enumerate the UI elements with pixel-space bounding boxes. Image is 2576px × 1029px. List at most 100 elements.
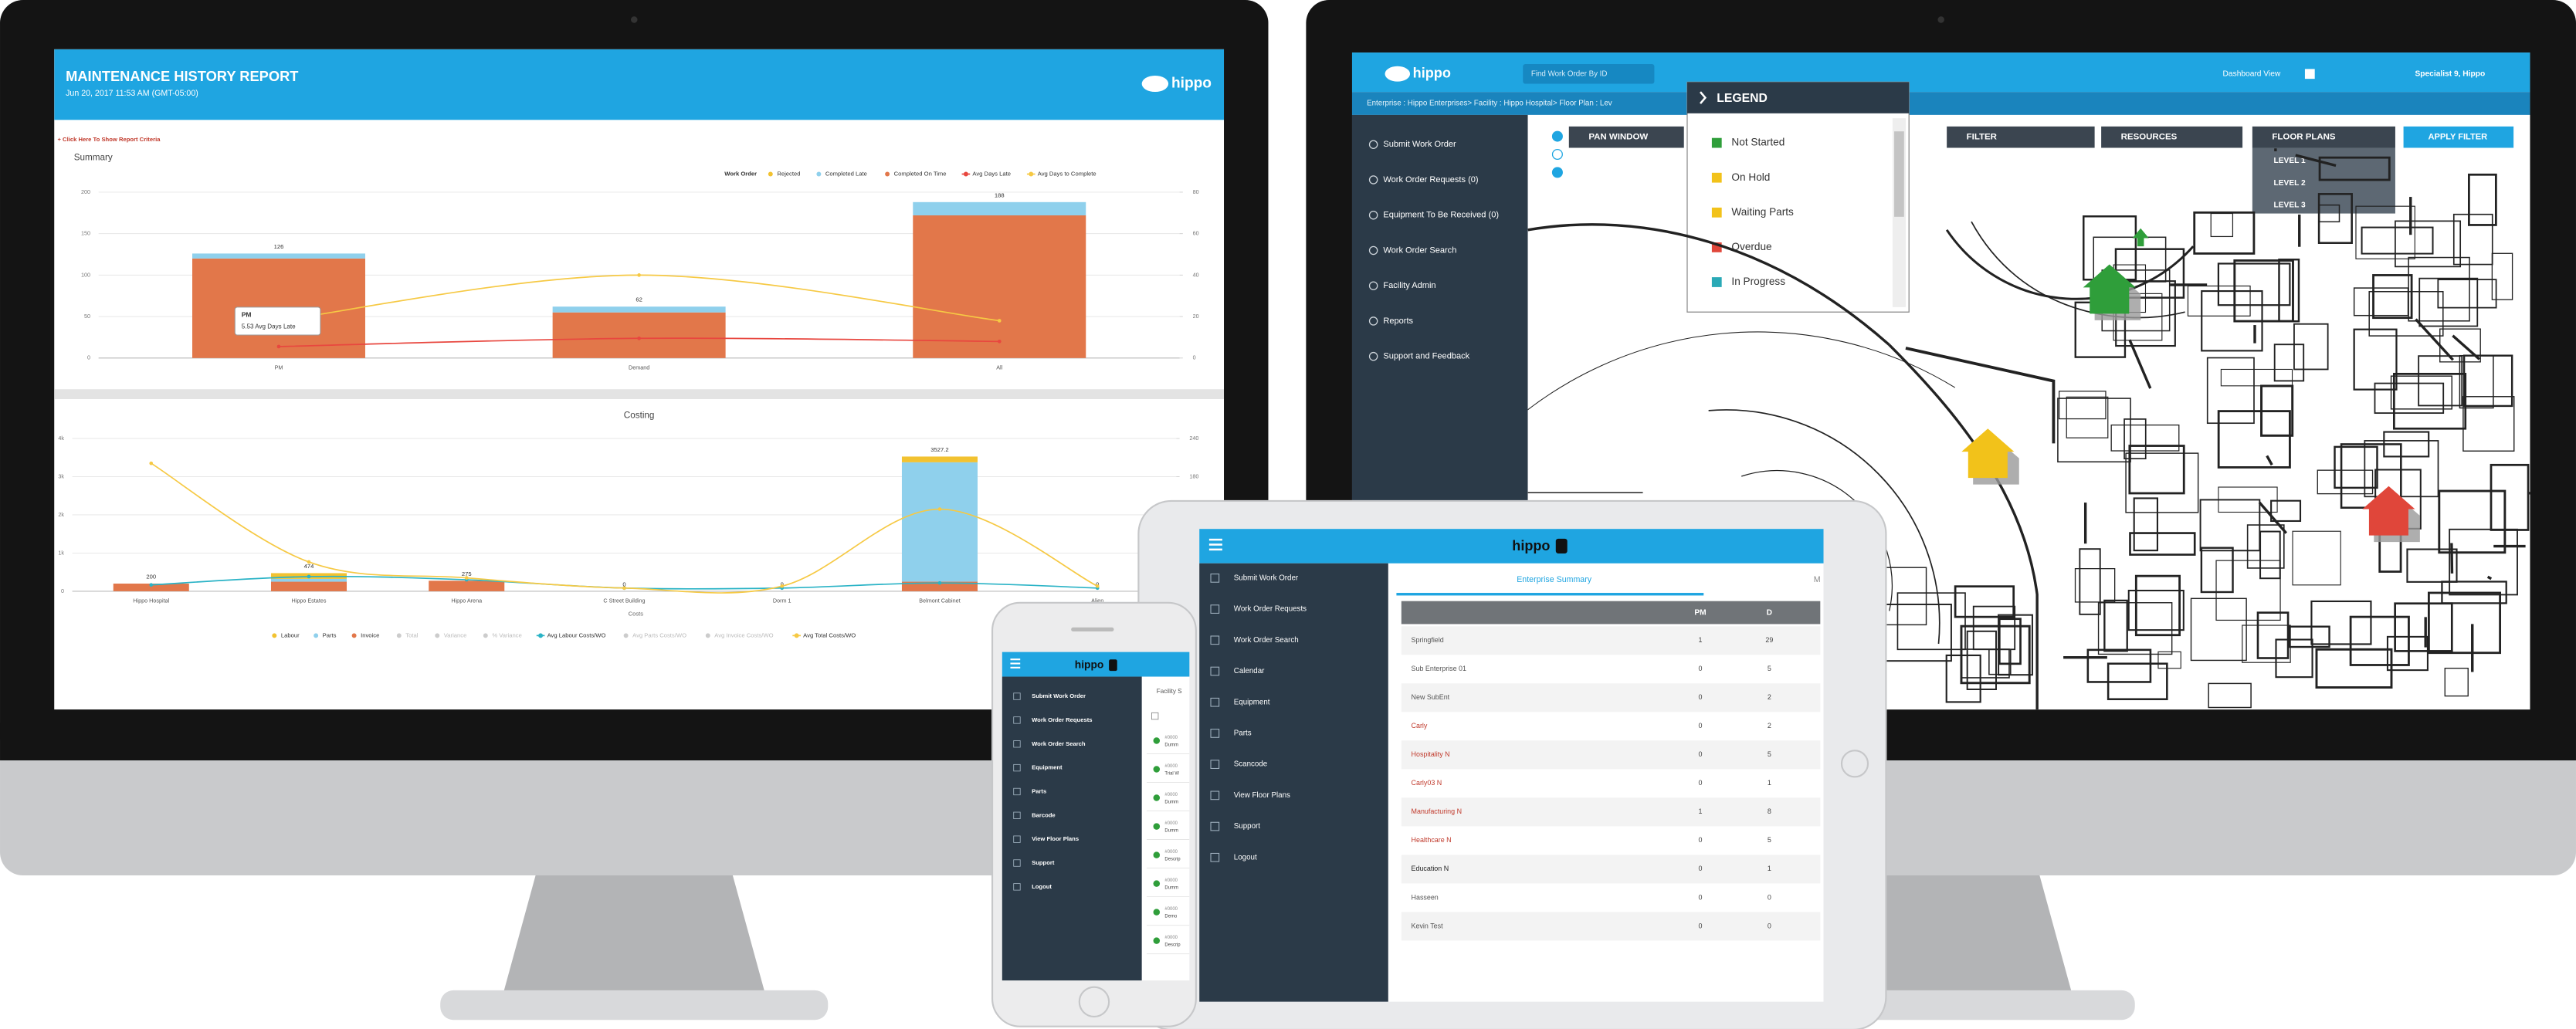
- item-id[interactable]: #0000: [1164, 736, 1178, 740]
- apply-label[interactable]: APPLY FILTER: [2429, 133, 2488, 142]
- menu-item[interactable]: Work Order Search: [1032, 740, 1086, 747]
- pan-button-label[interactable]: PAN WINDOW: [1588, 133, 1648, 142]
- menu-item[interactable]: Submit Work Order: [1383, 140, 1456, 149]
- legend-label[interactable]: Labour: [281, 631, 300, 638]
- legend-label[interactable]: Invoice: [361, 631, 379, 638]
- row-name[interactable]: Hospitality N: [1412, 750, 1450, 758]
- row-name[interactable]: Springfield: [1412, 636, 1444, 644]
- legend-label[interactable]: % Variance: [492, 631, 522, 638]
- row-name[interactable]: Healthcare N: [1412, 836, 1452, 844]
- legend-label[interactable]: Parts: [323, 631, 337, 638]
- row-name[interactable]: Kevin Test: [1412, 922, 1444, 929]
- item-name[interactable]: Dumm: [1164, 743, 1178, 747]
- menu-item[interactable]: Facility Admin: [1383, 281, 1435, 290]
- tab[interactable]: Enterprise Summary: [1517, 575, 1592, 584]
- item-id[interactable]: #0000: [1164, 907, 1178, 912]
- legend-label[interactable]: Completed On Time: [894, 171, 947, 178]
- legend-label[interactable]: Avg Labour Costs/WO: [547, 631, 606, 638]
- menu-item[interactable]: View Floor Plans: [1234, 791, 1290, 800]
- work-order-marker[interactable]: [2083, 264, 2136, 314]
- level-item[interactable]: LEVEL 1: [2274, 157, 2307, 165]
- map-control[interactable]: [1551, 148, 1563, 161]
- report-title: MAINTENANCE HISTORY REPORT: [66, 68, 298, 84]
- menu-item[interactable]: Equipment To Be Received (0): [1383, 211, 1499, 220]
- row-name[interactable]: Carly: [1412, 722, 1428, 729]
- row-name[interactable]: Hasseen: [1412, 893, 1439, 901]
- item-id[interactable]: #0000: [1164, 793, 1178, 797]
- tab[interactable]: M: [1814, 575, 1821, 584]
- room: [2057, 398, 2131, 463]
- checkbox[interactable]: [1151, 712, 1159, 720]
- row-name[interactable]: Education N: [1412, 865, 1449, 872]
- item-id[interactable]: #0000: [1164, 850, 1178, 855]
- menu-item[interactable]: Work Order Requests: [1234, 605, 1307, 614]
- menu-item[interactable]: Submit Work Order: [1032, 692, 1086, 699]
- legend-label[interactable]: Completed Late: [825, 171, 867, 178]
- menu-item[interactable]: Work Order Requests: [1032, 716, 1092, 723]
- filter-button[interactable]: [1947, 126, 2095, 148]
- resources-button[interactable]: [2101, 126, 2243, 148]
- item-name[interactable]: Trial W: [1164, 771, 1179, 776]
- menu-item[interactable]: Parts: [1234, 729, 1252, 738]
- view-switch[interactable]: Dashboard View: [2223, 69, 2281, 78]
- item-id[interactable]: #0000: [1164, 878, 1178, 883]
- legend-label[interactable]: Avg Invoice Costs/WO: [714, 631, 773, 638]
- menu-item[interactable]: View Floor Plans: [1032, 835, 1079, 842]
- item-name[interactable]: Demo: [1164, 915, 1178, 919]
- menu-item[interactable]: Equipment: [1234, 698, 1270, 706]
- map-control[interactable]: [1551, 130, 1563, 142]
- work-order-marker[interactable]: [2362, 486, 2415, 536]
- work-order-marker[interactable]: [1961, 428, 2015, 479]
- map-control[interactable]: [1551, 167, 1563, 178]
- legend-label[interactable]: Avg Days Late: [972, 171, 1011, 178]
- legend-label[interactable]: Avg Parts Costs/WO: [632, 631, 686, 638]
- menu-item[interactable]: Logout: [1234, 853, 1257, 861]
- legend-label[interactable]: Variance: [444, 631, 467, 638]
- row-name[interactable]: New SubEnt: [1412, 693, 1450, 701]
- resources-button-label[interactable]: RESOURCES: [2121, 133, 2178, 142]
- room: [2374, 382, 2445, 415]
- legend-label[interactable]: Avg Days to Complete: [1038, 171, 1096, 178]
- legend-label[interactable]: Total: [405, 631, 418, 638]
- level-item[interactable]: LEVEL 3: [2274, 201, 2307, 210]
- item-name[interactable]: Dumm: [1164, 886, 1178, 891]
- filter-button-label[interactable]: FILTER: [1967, 133, 1998, 142]
- menu-item[interactable]: Work Order Search: [1383, 245, 1456, 255]
- menu-item[interactable]: Submit Work Order: [1234, 574, 1299, 582]
- menu-item[interactable]: Support: [1234, 822, 1260, 831]
- level-item[interactable]: LEVEL 2: [2274, 179, 2307, 188]
- menu-item[interactable]: Reports: [1383, 316, 1413, 326]
- search-box[interactable]: [1523, 63, 1655, 84]
- row-name[interactable]: Manufacturing N: [1412, 807, 1462, 815]
- legend-label[interactable]: Avg Total Costs/WO: [803, 631, 856, 638]
- row-name[interactable]: Carly03 N: [1412, 779, 1442, 787]
- item-id[interactable]: #0000: [1164, 936, 1178, 940]
- legend-label[interactable]: Rejected: [777, 171, 800, 178]
- item-id[interactable]: #0000: [1164, 764, 1178, 769]
- logo-icon: [1141, 75, 1169, 93]
- item-name[interactable]: Descrip: [1164, 857, 1181, 861]
- floor-plans-button[interactable]: [2252, 126, 2395, 148]
- user-name[interactable]: Specialist 9, Hippo: [2415, 69, 2485, 78]
- item-id[interactable]: #0000: [1164, 821, 1178, 826]
- menu-item[interactable]: Logout: [1032, 883, 1052, 890]
- menu-item[interactable]: Equipment: [1032, 764, 1063, 771]
- row-d: 5: [1768, 836, 1771, 844]
- item-name[interactable]: Dumm: [1164, 828, 1178, 833]
- menu-item[interactable]: Support: [1032, 859, 1055, 866]
- room: [2215, 560, 2281, 621]
- criteria-link[interactable]: + Click Here To Show Report Criteria: [57, 136, 161, 143]
- floor-plans-button-label[interactable]: FLOOR PLANS: [2272, 133, 2336, 142]
- row-name[interactable]: Sub Enterprise 01: [1412, 665, 1466, 672]
- menu-item[interactable]: Work Order Search: [1234, 636, 1299, 645]
- menu-item[interactable]: Support and Feedback: [1383, 352, 1469, 361]
- item-name[interactable]: Descrip: [1164, 943, 1181, 948]
- item-name[interactable]: Dumm: [1164, 800, 1178, 804]
- menu-item[interactable]: Barcode: [1032, 811, 1056, 818]
- menu-item[interactable]: Work Order Requests (0): [1383, 175, 1478, 184]
- apply-button[interactable]: [2403, 126, 2514, 148]
- menu-item[interactable]: Parts: [1032, 787, 1046, 794]
- pan-button[interactable]: [1568, 126, 1684, 148]
- menu-item[interactable]: Calendar: [1234, 667, 1265, 675]
- menu-item[interactable]: Scancode: [1234, 760, 1267, 769]
